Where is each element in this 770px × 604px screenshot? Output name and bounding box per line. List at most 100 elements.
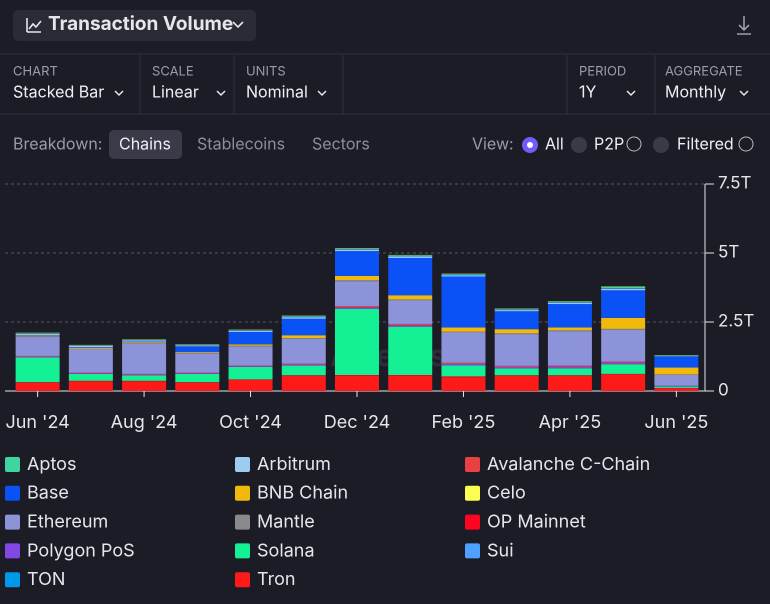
bar-segment — [494, 368, 539, 376]
bar-segment — [68, 381, 113, 391]
legend-label[interactable]: Arbitrum — [257, 454, 331, 475]
download-icon[interactable] — [737, 16, 751, 35]
bar-segment — [175, 373, 220, 374]
control-value[interactable]: Monthly — [665, 81, 726, 101]
chevron — [626, 90, 636, 97]
legend-swatch[interactable] — [235, 485, 250, 501]
radio[interactable] — [571, 137, 587, 153]
bar-segment — [388, 374, 433, 376]
bar-segment — [441, 362, 486, 364]
legend-swatch[interactable] — [465, 457, 480, 472]
legend-swatch[interactable] — [465, 514, 480, 530]
view-option[interactable]: All — [545, 133, 564, 153]
legend-swatch[interactable] — [235, 514, 250, 530]
bar-segment — [494, 311, 539, 330]
bar-segment — [388, 256, 433, 258]
bar-segment — [441, 332, 486, 363]
legend-label[interactable]: Ethereum — [27, 512, 108, 533]
legend-label[interactable]: Tron — [257, 569, 296, 590]
breakdown-tab[interactable]: Stablecoins — [197, 133, 285, 153]
bar-segment — [15, 382, 60, 383]
bar-segment — [547, 304, 592, 328]
bar-segment — [228, 331, 273, 345]
bar-segment — [388, 256, 433, 257]
bar-segment — [15, 336, 60, 356]
control-label: AGGREGATE — [665, 64, 743, 80]
bar-segment — [654, 386, 699, 387]
bar-segment — [281, 338, 326, 339]
bar-segment — [175, 373, 220, 383]
legend-label[interactable]: Aptos — [27, 454, 76, 475]
bar-segment — [15, 333, 60, 335]
bar-segment — [547, 365, 592, 367]
bar-segment — [494, 309, 539, 311]
legend-label[interactable]: Celo — [487, 483, 526, 504]
breakdown-tab[interactable]: Chains — [119, 133, 171, 153]
control-value[interactable]: Stacked Bar — [13, 81, 104, 101]
legend-label[interactable]: Sui — [487, 540, 514, 561]
bar-segment — [547, 368, 592, 376]
legend-label[interactable]: Polygon PoS — [27, 540, 135, 561]
bar-segment — [15, 356, 60, 358]
legend-label[interactable]: Base — [27, 483, 69, 504]
bar-segment — [335, 307, 379, 309]
bar-segment — [68, 373, 113, 381]
bar-segment — [441, 365, 486, 377]
legend-label[interactable]: Solana — [257, 540, 315, 561]
breakdown-tab[interactable]: Sectors — [312, 133, 370, 153]
bar-segment — [494, 329, 539, 334]
bar-segment — [281, 335, 326, 339]
bar-segment — [175, 382, 220, 391]
bar-segment — [601, 362, 646, 365]
bar-segment — [228, 344, 273, 346]
legend-swatch[interactable] — [5, 457, 20, 472]
bar-segment — [15, 357, 60, 383]
legend-label[interactable]: Avalanche C-Chain — [487, 454, 650, 475]
bar-segment — [335, 305, 379, 308]
title: Transaction Volume — [48, 12, 233, 35]
bar-segment — [494, 333, 539, 335]
bar-segment — [601, 329, 646, 362]
legend-swatch[interactable] — [465, 485, 480, 501]
radio[interactable] — [653, 137, 669, 153]
control-value[interactable]: 1Y — [579, 81, 597, 101]
title-button[interactable] — [13, 10, 256, 41]
bar-segment — [494, 308, 539, 310]
legend-swatch[interactable] — [235, 543, 250, 559]
control-value[interactable]: Linear — [152, 81, 199, 101]
chevron — [739, 90, 749, 97]
legend-swatch[interactable] — [5, 572, 20, 588]
bar-segment — [335, 375, 379, 391]
bar-segment — [547, 327, 592, 331]
bar-segment — [441, 331, 486, 333]
x-tick-label: Apr '25 — [539, 412, 602, 433]
bar-segment — [547, 302, 592, 303]
control-value[interactable]: Nominal — [246, 81, 308, 101]
legend-swatch[interactable] — [5, 543, 20, 559]
legend-label[interactable]: BNB Chain — [257, 483, 348, 504]
bar-segment — [175, 351, 220, 353]
bar-segment — [601, 288, 646, 291]
legend-swatch[interactable] — [5, 514, 20, 530]
bar-segment — [122, 381, 167, 391]
y-tick-label: 2.5T — [718, 312, 754, 332]
bar-segment — [122, 373, 167, 375]
legend-label[interactable]: OP Mainnet — [487, 512, 586, 533]
bar-segment — [601, 373, 646, 375]
info-icon — [626, 136, 642, 152]
bar-segment — [494, 310, 539, 312]
bar-segment — [335, 280, 379, 282]
view-option[interactable]: P2P — [594, 133, 624, 153]
view-label: View: — [472, 133, 514, 153]
legend-label[interactable]: Mantle — [257, 512, 315, 533]
bar-segment — [122, 342, 167, 343]
legend-label[interactable]: TON — [27, 569, 65, 590]
legend-swatch[interactable] — [235, 572, 250, 588]
legend-swatch[interactable] — [5, 485, 20, 501]
view-option[interactable]: Filtered — [677, 133, 734, 153]
bar-segment — [335, 374, 379, 376]
bar-segment — [15, 334, 60, 336]
legend-swatch[interactable] — [465, 543, 480, 559]
legend-swatch[interactable] — [235, 457, 250, 472]
